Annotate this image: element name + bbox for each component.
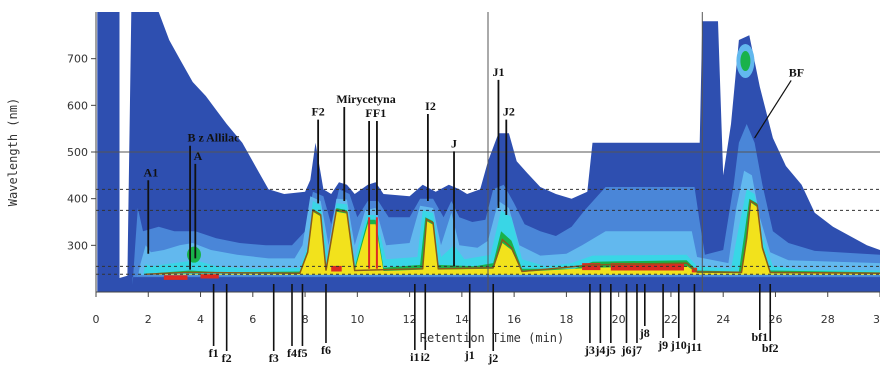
bf-blob-inner — [740, 51, 751, 71]
peak-label: B z Allilac — [187, 131, 240, 145]
sub-peak-label: j6 — [621, 343, 632, 357]
x-tick-label: 18 — [559, 313, 573, 326]
sub-peak-label: bf2 — [762, 341, 779, 355]
x-tick-label: 6 — [249, 313, 256, 326]
sub-peak-label: j7 — [631, 343, 642, 357]
peak-label: A — [194, 149, 203, 163]
x-tick-label: 24 — [716, 313, 730, 326]
contour-yellow — [156, 202, 880, 275]
sub-peak-label: j10 — [670, 338, 687, 352]
x-tick-label: 2 — [145, 313, 152, 326]
sub-peak-label: f4 — [287, 346, 297, 360]
x-tick-label: 8 — [302, 313, 309, 326]
x-tick-label: 26 — [768, 313, 782, 326]
sub-peak-label: j4 — [594, 343, 605, 357]
x-tick-label: 12 — [403, 313, 417, 326]
reference-lines — [96, 12, 880, 292]
peak-label: J2 — [503, 105, 515, 119]
peak-label: J — [451, 136, 457, 150]
peak-label: A1 — [144, 165, 159, 179]
y-tick-label: 500 — [67, 146, 88, 159]
sub-peak-label: j2 — [487, 351, 498, 365]
sub-peak-label: f2 — [222, 351, 232, 365]
sub-peak-label: bf1 — [751, 330, 768, 344]
contour-cyan — [143, 189, 880, 276]
sub-peak-annotations: f1 f2 f3 f4 f5 f6 i1 i2 j1 j2 j3 j4 j5 j6 j7 j8 j9 j10 j11… — [209, 284, 779, 365]
y-tick-label: 400 — [67, 193, 88, 206]
x-tick-label: 30 — [873, 313, 880, 326]
x-tick-label: 4 — [197, 313, 204, 326]
sub-peak-label: f5 — [297, 346, 307, 360]
sub-peak-label: f3 — [269, 351, 279, 365]
sub-peak-label: j5 — [605, 343, 616, 357]
y-tick-label: 700 — [67, 53, 88, 66]
sub-peak-label: j1 — [464, 348, 475, 362]
x-axis-title: Retention Time (min) — [420, 331, 565, 345]
peak-label: Mirycetyna — [336, 92, 395, 106]
sub-peak-label: f1 — [209, 346, 219, 360]
baseline-outline — [145, 199, 880, 276]
sub-peak-label: f6 — [321, 343, 331, 357]
peak-label: F1 — [373, 106, 386, 120]
y-tick-label: 300 — [67, 239, 88, 252]
x-tick-label: 10 — [350, 313, 364, 326]
peak-label: BF — [789, 65, 804, 79]
x-tick-label: 28 — [821, 313, 835, 326]
sub-peak-label: j8 — [639, 326, 650, 340]
contour-red-spot — [163, 275, 188, 280]
x-tick-label: 14 — [455, 313, 469, 326]
x-tick-label: 20 — [612, 313, 626, 326]
y-axis-title: Wavelength (nm) — [6, 98, 20, 206]
sub-peak-label: j11 — [686, 340, 702, 354]
peak-leader-line — [754, 80, 792, 139]
peak-A-spot — [187, 246, 201, 263]
peak-label: F — [365, 106, 372, 120]
sub-peak-label: i2 — [421, 350, 430, 364]
x-tick-label: 16 — [507, 313, 521, 326]
peak-label: I2 — [425, 99, 436, 113]
y-tick-label: 600 — [67, 99, 88, 112]
sub-peak-label: i1 — [410, 350, 419, 364]
sub-peak-label: j3 — [584, 343, 595, 357]
x-tick-label: 22 — [664, 313, 678, 326]
peak-label: F2 — [311, 105, 324, 119]
peak-label: J1 — [492, 65, 504, 79]
sub-peak-label: j9 — [657, 338, 668, 352]
x-tick-label: 0 — [93, 313, 100, 326]
contour-red-spot — [331, 265, 342, 272]
contour-red-spot — [200, 274, 219, 279]
